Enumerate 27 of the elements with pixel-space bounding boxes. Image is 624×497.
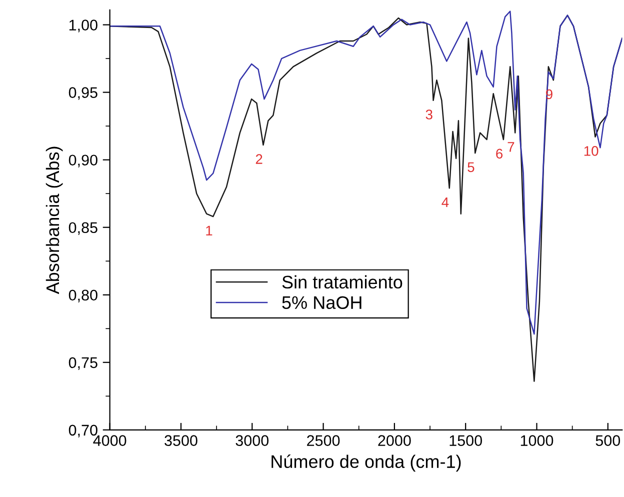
x-tick-label: 3000	[236, 435, 269, 446]
y-tick-label: 0,70	[68, 424, 98, 438]
annotation: 3	[426, 110, 432, 120]
annotation: 6	[496, 148, 503, 159]
y-tick-label: 0,90	[68, 154, 98, 168]
x-tick-label: 2500	[307, 435, 340, 446]
annotation: 7	[508, 142, 514, 152]
annotation: 10	[584, 146, 598, 156]
legend-label: 5% NaOH	[282, 296, 362, 309]
annotation: 4	[442, 198, 449, 208]
x-tick-label: 4000	[93, 435, 126, 446]
y-tick-label: 0,85	[68, 222, 98, 235]
annotation: 1	[206, 226, 212, 236]
legend-label: Sin tratamiento	[282, 275, 402, 289]
y-axis-title: Absorbancia (Abs)	[46, 146, 63, 294]
annotation: 2	[256, 154, 262, 164]
x-tick-label: 2000	[378, 435, 411, 446]
x-tick-label: 1500	[450, 435, 482, 446]
x-tick-label: 500	[596, 435, 620, 446]
x-tick-label: 1000	[520, 435, 554, 446]
y-tick-label: 0,75	[68, 357, 98, 370]
x-axis-title: Número de onda (cm-1)	[272, 454, 461, 472]
y-tick-label: 1,00	[69, 20, 98, 32]
x-tick-label: 3500	[164, 435, 198, 446]
annotation: 5	[468, 162, 474, 172]
y-tick-label: 0,95	[68, 87, 98, 100]
y-tick-label: 0,80	[68, 290, 98, 302]
